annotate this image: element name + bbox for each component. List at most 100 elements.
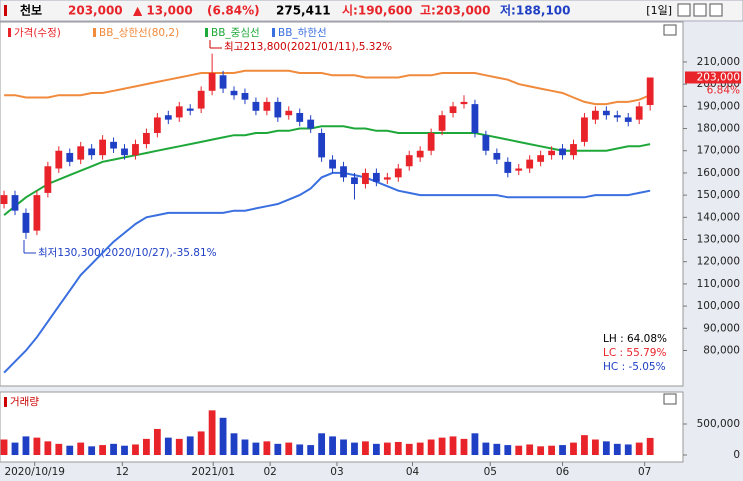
volume-bar bbox=[164, 437, 172, 455]
y-tick-label: 100,000 bbox=[697, 300, 740, 312]
x-tick-label: 04 bbox=[406, 466, 420, 478]
volume-bar bbox=[405, 443, 413, 455]
candle-body bbox=[570, 144, 577, 156]
volume-bar bbox=[416, 442, 424, 455]
volume-bar bbox=[274, 443, 282, 455]
y-tick-label: 190,000 bbox=[697, 100, 740, 112]
volume-bar bbox=[252, 442, 260, 455]
candle-body bbox=[121, 148, 128, 156]
volume-bar bbox=[624, 444, 632, 455]
candle-body bbox=[460, 101, 468, 105]
candle-body bbox=[427, 132, 435, 151]
candle-body bbox=[591, 110, 599, 120]
candle-body bbox=[44, 166, 52, 193]
candle-body bbox=[164, 115, 172, 120]
volume-bar bbox=[208, 410, 216, 455]
volume-bar bbox=[66, 445, 74, 455]
stat-label: HC : -5.05% bbox=[603, 361, 666, 373]
legend-swatch bbox=[8, 28, 11, 37]
candle-body bbox=[143, 132, 150, 145]
candle-body bbox=[329, 159, 336, 169]
candle-body bbox=[55, 150, 63, 169]
y-tick-label: 110,000 bbox=[697, 278, 740, 290]
volume-bar bbox=[55, 443, 63, 455]
volume-bar bbox=[482, 442, 490, 455]
candle-body bbox=[493, 152, 501, 160]
volume-bar bbox=[44, 441, 52, 455]
candle-body bbox=[602, 110, 610, 116]
volume-bar bbox=[318, 433, 326, 455]
candle-body bbox=[340, 166, 347, 178]
header-marker bbox=[4, 5, 7, 16]
legend-label: BB_상한선(80,2) bbox=[99, 27, 179, 39]
candle-body bbox=[33, 195, 41, 231]
x-tick-label: 2021/01 bbox=[191, 466, 235, 478]
volume-marker bbox=[4, 397, 7, 407]
x-tick-label: 03 bbox=[330, 466, 343, 478]
candle-body bbox=[548, 150, 555, 156]
candle-body bbox=[318, 132, 326, 158]
candle-body bbox=[624, 117, 632, 122]
panel-button[interactable] bbox=[663, 393, 677, 405]
volume-bar bbox=[602, 441, 610, 455]
price: 203,000 bbox=[68, 4, 123, 18]
volume-bar bbox=[515, 445, 523, 455]
last-change-label: 6.84% bbox=[707, 84, 740, 96]
candle-body bbox=[351, 177, 358, 185]
minimize-button[interactable] bbox=[677, 3, 691, 17]
candle-body bbox=[219, 75, 227, 89]
volume-bar bbox=[449, 436, 457, 455]
volume-bar bbox=[427, 439, 435, 455]
candle-body bbox=[285, 110, 293, 116]
x-tick-label: 07 bbox=[638, 466, 651, 478]
candle-body bbox=[110, 141, 117, 149]
legend-swatch bbox=[272, 28, 275, 37]
candle-body bbox=[99, 139, 107, 156]
candle-body bbox=[537, 155, 545, 162]
panel-button[interactable] bbox=[663, 24, 677, 36]
volume-bar bbox=[635, 442, 643, 455]
volume-bar bbox=[570, 442, 577, 455]
candle-body bbox=[646, 77, 654, 106]
volume-bar bbox=[340, 439, 347, 455]
volume-bar bbox=[372, 443, 380, 455]
stock-name: 천보 bbox=[20, 3, 42, 18]
volume-bar bbox=[22, 436, 30, 455]
volume-bar bbox=[504, 445, 512, 455]
close-button[interactable] bbox=[709, 3, 723, 17]
volume-bar bbox=[296, 444, 304, 455]
candle-body bbox=[175, 106, 183, 118]
volume-bar bbox=[219, 417, 227, 455]
x-tick-label: 02 bbox=[263, 466, 276, 478]
volume-bar bbox=[438, 437, 446, 455]
candle-body bbox=[0, 195, 8, 204]
y-tick-label: 80,000 bbox=[703, 344, 740, 356]
candle-body bbox=[241, 93, 249, 100]
volume-bar bbox=[110, 443, 117, 455]
volume-bar bbox=[613, 443, 621, 455]
volume-bar bbox=[132, 444, 139, 455]
candle-body bbox=[515, 168, 523, 171]
candle-body bbox=[77, 146, 85, 160]
y-tick-label: 0 bbox=[733, 449, 740, 461]
candle-body bbox=[296, 113, 304, 122]
candle-body bbox=[559, 148, 566, 156]
maximize-button[interactable] bbox=[693, 3, 707, 17]
y-tick-label: 150,000 bbox=[697, 189, 740, 201]
candle-body bbox=[263, 101, 271, 111]
y-tick-label: 160,000 bbox=[697, 167, 740, 179]
band-line bbox=[3, 125, 651, 216]
volume-bar bbox=[559, 445, 566, 455]
candle-body bbox=[613, 115, 621, 118]
x-tick-label: 2020/10/19 bbox=[4, 466, 65, 478]
legend-swatch bbox=[205, 28, 208, 37]
volume-bar bbox=[285, 442, 293, 455]
volume: 275,411 bbox=[276, 4, 331, 18]
period[interactable]: [1일] bbox=[646, 3, 672, 17]
candle-body bbox=[66, 152, 74, 162]
high: 고:203,000 bbox=[420, 4, 491, 18]
candle-body bbox=[416, 150, 424, 158]
volume-bar bbox=[460, 438, 468, 455]
volume-bar bbox=[153, 428, 161, 455]
volume-bar bbox=[383, 442, 391, 455]
